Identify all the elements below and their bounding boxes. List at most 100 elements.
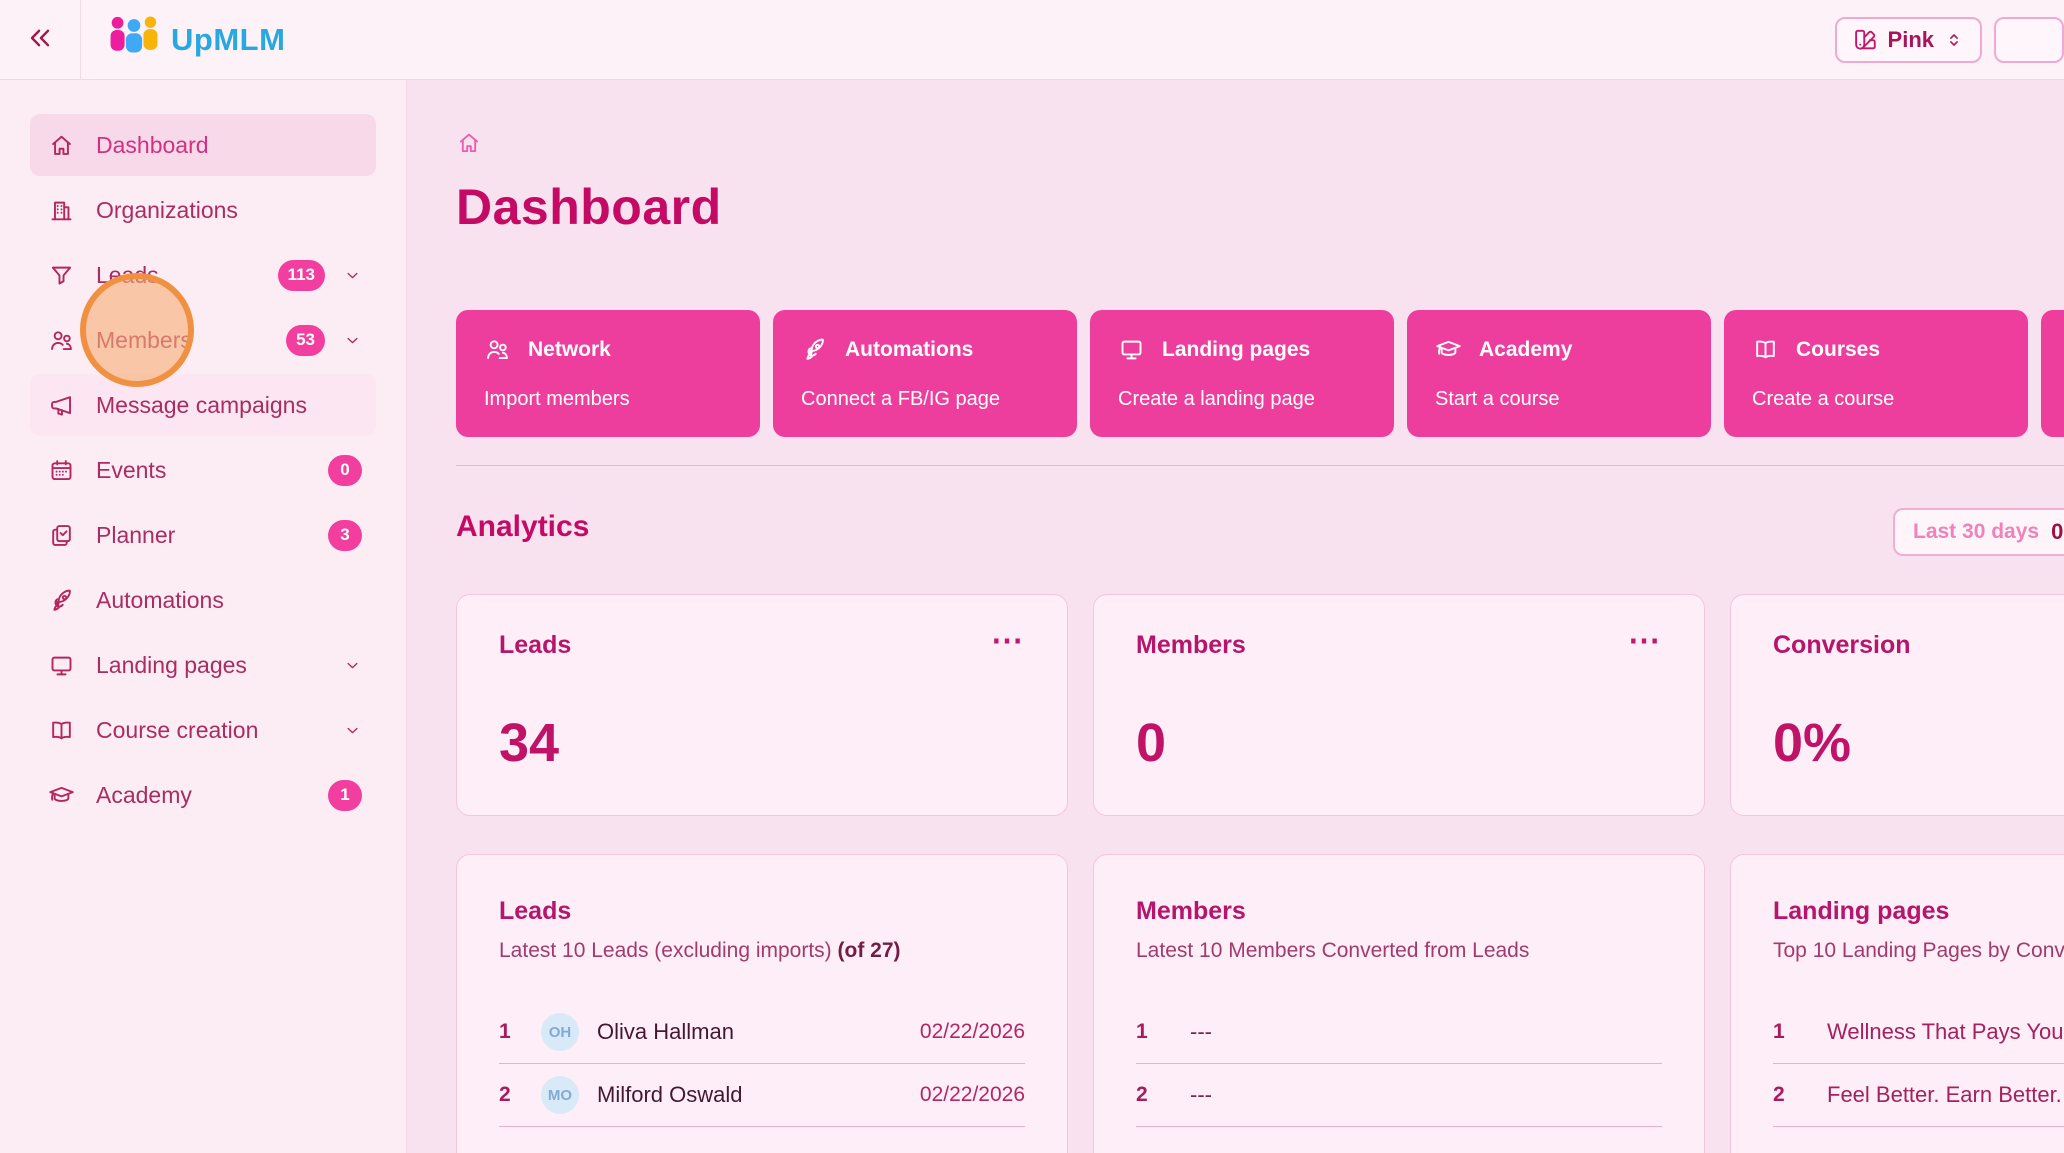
sidebar-item-label: Events [96,456,167,483]
rocket-icon [48,587,75,614]
calendar-icon [48,457,75,484]
row-rank: 1 [499,1020,511,1043]
theme-selector-button[interactable]: Pink [1834,16,1982,63]
date-range-selector[interactable]: Last 30 days 01/2 [1893,508,2064,556]
row-rank: 2 [1136,1083,1148,1106]
range-preset-label: Last 30 days [1913,520,2040,543]
row-date: 02/22/2026 [919,1020,1025,1043]
theme-label: Pink [1887,26,1934,52]
row-rank: 1 [1136,1020,1148,1043]
quick-action-title: Automations [845,337,974,361]
sidebar-item-automations[interactable]: Automations [30,569,376,631]
sidebar-item-members[interactable]: Members 53 [30,309,376,371]
funnel-icon [48,262,75,289]
page-title: Dashboard [456,179,722,235]
megaphone-icon [48,392,75,419]
list-card-landing-pages: Landing pages Top 10 Landing Pages by Co… [1730,854,2064,1153]
sidebar-item-academy[interactable]: Academy 1 [30,764,376,826]
count-badge: 0 [328,454,362,486]
sidebar-item-organizations[interactable]: Organizations [30,179,376,241]
sidebar-item-label: Automations [96,586,224,613]
row-name: Wellness That Pays You Back [1827,1019,2064,1044]
sidebar-item-label: Academy [96,781,192,808]
list-row[interactable]: 2 MO Milford Oswald 02/22/2026 [499,1064,1025,1127]
list-subtitle: Top 10 Landing Pages by Conversion [1773,939,2064,962]
section-divider [456,465,2064,466]
count-badge: 113 [277,259,325,291]
quick-action-subtitle: Create a course [1752,388,1895,410]
sidebar-item-label: Members [96,326,192,353]
lists-row: Leads Latest 10 Leads (excluding imports… [456,854,2064,1153]
range-value: 01/2 [2051,519,2064,544]
list-row[interactable]: 2 --- [1136,1064,1662,1127]
sidebar-nav: Dashboard Organizations Leads 113 Member… [0,114,406,826]
quick-action-title: Academy [1479,337,1573,361]
row-rank: 2 [499,1083,511,1106]
topbar: UpMLM Pink [0,0,2064,80]
chevron-down-icon [343,721,362,740]
sidebar-item-course-creation[interactable]: Course creation [30,699,376,761]
row-name: --- [1190,1019,1212,1044]
double-chevron-left-icon [24,22,56,57]
stat-card-conversion: Conversion ⋯ 0% [1730,594,2064,816]
list-subtitle: Latest 10 Members Converted from Leads [1136,939,1530,962]
stat-value: 34 [499,713,560,773]
breadcrumb-home-icon[interactable] [456,130,482,156]
topbar-partial-button[interactable] [1994,16,2064,63]
chevron-down-icon [343,656,362,675]
sidebar-item-label: Leads [96,261,159,288]
monitor-icon [1118,336,1145,363]
book-icon [48,717,75,744]
stat-value: 0 [1136,713,1167,773]
quick-action-subtitle: Connect a FB/IG page [801,388,1001,410]
sidebar-item-label: Organizations [96,196,238,223]
sidebar-item-dashboard[interactable]: Dashboard [30,114,376,176]
sidebar-item-planner[interactable]: Planner 3 [30,504,376,566]
building-icon [48,197,75,224]
sidebar-item-label: Dashboard [96,131,209,158]
list-title: Members [1136,897,1246,925]
chevron-down-icon [343,331,362,350]
row-name: Feel Better. Earn Better. [1827,1082,2062,1107]
row-rank: 2 [1773,1083,1785,1106]
sidebar-collapse-button[interactable] [0,0,81,80]
quick-action-academy[interactable]: Academy Start a course [1407,310,1711,437]
stat-title: Leads [499,631,572,659]
ellipsis-menu-button[interactable]: ⋯ [991,622,1025,658]
ellipsis-menu-button[interactable]: ⋯ [1628,622,1662,658]
sidebar-item-message-campaigns[interactable]: Message campaigns [30,374,376,436]
row-name: Milford Oswald [597,1082,743,1107]
list-row[interactable]: 1 Wellness That Pays You Back [1773,1001,2064,1064]
list-title: Landing pages [1773,897,1950,925]
app-logo[interactable]: UpMLM [107,14,285,65]
list-card-leads: Leads Latest 10 Leads (excluding imports… [456,854,1068,1153]
sidebar-item-label: Course creation [96,716,259,743]
quick-action-title: Network [528,337,611,361]
list-card-members: Members Latest 10 Members Converted from… [1093,854,1705,1153]
count-badge: 53 [286,324,325,356]
sidebar: Dashboard Organizations Leads 113 Member… [0,80,407,1153]
users-icon [48,327,75,354]
list-row[interactable]: 1 --- [1136,1001,1662,1064]
rocket-icon [801,336,828,363]
quick-action-landing-pages[interactable]: Landing pages Create a landing page [1090,310,1394,437]
sidebar-item-events[interactable]: Events 0 [30,439,376,501]
users-icon [484,336,511,363]
book-icon [1752,336,1779,363]
list-row[interactable]: 1 OH Oliva Hallman 02/22/2026 [499,1001,1025,1064]
quick-action-network[interactable]: Network Import members [456,310,760,437]
sidebar-item-leads[interactable]: Leads 113 [30,244,376,306]
sidebar-item-landing-pages[interactable]: Landing pages [30,634,376,696]
brand-text: UpMLM [171,21,286,57]
people-logo-icon [107,14,161,65]
list-row[interactable]: 2 Feel Better. Earn Better. [1773,1064,2064,1127]
row-rank: 1 [1773,1020,1785,1043]
list-title: Leads [499,897,572,925]
chevron-down-icon [343,266,362,285]
row-date: 02/22/2026 [919,1083,1025,1106]
list-subtitle: Latest 10 Leads (excluding imports) (of … [499,939,901,962]
quick-action-partial[interactable] [2041,310,2064,437]
quick-action-subtitle: Start a course [1435,388,1560,410]
quick-action-courses[interactable]: Courses Create a course [1724,310,2028,437]
quick-action-automations[interactable]: Automations Connect a FB/IG page [773,310,1077,437]
